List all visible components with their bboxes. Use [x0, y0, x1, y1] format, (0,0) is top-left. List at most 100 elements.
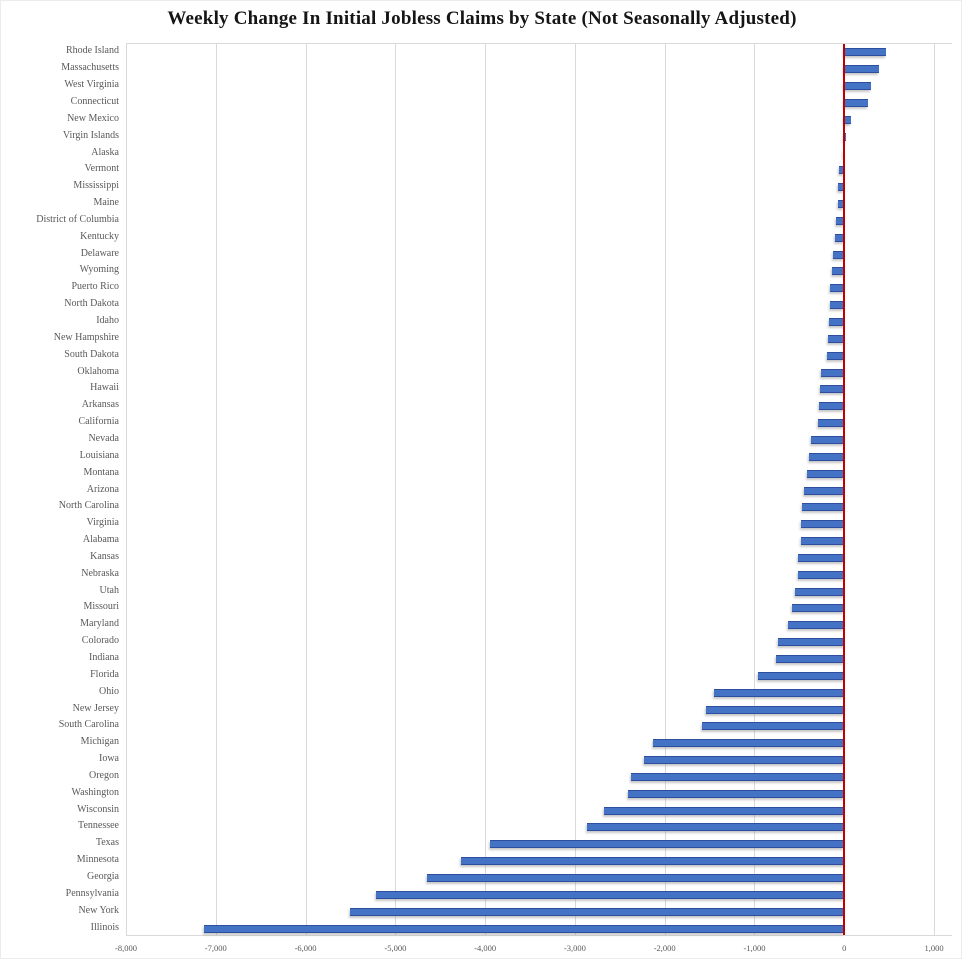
bar: [349, 907, 845, 916]
category-label: New Mexico: [67, 112, 119, 124]
category-label: Rhode Island: [65, 45, 119, 57]
gridline: [664, 44, 666, 935]
plot-area: [126, 43, 952, 936]
bar: [792, 604, 845, 613]
category-label: California: [78, 416, 119, 428]
bar: [844, 82, 871, 91]
category-label: Indiana: [89, 651, 119, 663]
bar: [653, 739, 845, 748]
bar: [798, 553, 845, 562]
bar: [844, 115, 851, 124]
bar: [835, 233, 845, 242]
category-label: Kentucky: [80, 230, 119, 242]
bar: [701, 722, 845, 731]
bar: [631, 772, 845, 781]
category-label: Delaware: [80, 247, 119, 259]
bar: [844, 48, 887, 57]
category-label: Alabama: [82, 534, 119, 546]
category-label: Nebraska: [81, 567, 119, 579]
category-label: West Virginia: [64, 79, 119, 91]
gridline: [126, 44, 127, 935]
bar: [818, 402, 845, 411]
value-tick-label: -1,000: [743, 943, 766, 953]
category-label: Wisconsin: [77, 803, 119, 815]
bar: [836, 216, 845, 225]
category-label: Michigan: [80, 736, 119, 748]
category-label: New Jersey: [72, 702, 119, 714]
bar: [818, 419, 845, 428]
category-label: Virginia: [86, 517, 119, 529]
chart-title: Weekly Change In Initial Jobless Claims …: [167, 8, 797, 29]
category-label: North Dakota: [64, 298, 119, 310]
category-label: Minnesota: [76, 854, 119, 866]
category-label: Hawaii: [90, 382, 119, 394]
category-label: Massachusetts: [61, 62, 119, 74]
bar: [489, 840, 845, 849]
category-label: Louisiana: [79, 449, 119, 461]
category-axis-labels: Rhode Island Massachusetts West Virginia Co…: [1, 43, 119, 936]
bar: [604, 806, 845, 815]
gridline: [754, 44, 756, 935]
category-label: Ohio: [99, 685, 119, 697]
category-label: Iowa: [99, 753, 119, 765]
bar: [807, 469, 845, 478]
bar: [460, 857, 845, 866]
bar: [713, 688, 845, 697]
category-label: Puerto Rico: [71, 281, 120, 293]
bar: [809, 452, 845, 461]
gridline: [305, 44, 307, 935]
value-tick-label: -2,000: [653, 943, 676, 953]
bar: [827, 351, 845, 360]
gridline: [934, 44, 936, 935]
bar: [204, 924, 845, 933]
category-label: Pennsylvania: [65, 887, 119, 899]
bar: [830, 284, 845, 293]
category-label: Tennessee: [78, 820, 119, 832]
value-tick-label: 1,000: [924, 943, 944, 953]
value-tick-label: -7,000: [204, 943, 227, 953]
bar: [803, 486, 845, 495]
gridline: [574, 44, 576, 935]
bar: [832, 250, 845, 259]
category-label: Florida: [90, 668, 119, 680]
bar: [811, 435, 845, 444]
category-label: Mississippi: [73, 180, 119, 192]
category-label: Georgia: [86, 871, 119, 883]
category-label: Arkansas: [81, 399, 119, 411]
category-label: North Carolina: [58, 500, 119, 512]
category-label: Missouri: [83, 601, 119, 613]
category-label: Washington: [71, 786, 119, 798]
category-label: Illinois: [90, 921, 119, 933]
category-label: Arizona: [86, 483, 119, 495]
category-label: Maine: [93, 197, 119, 209]
bar: [800, 537, 845, 546]
bar: [587, 823, 845, 832]
bar: [426, 874, 845, 883]
category-label: Maryland: [80, 618, 119, 630]
bar: [844, 65, 879, 74]
gridline: [215, 44, 217, 935]
bar: [797, 570, 845, 579]
zero-axis-line: [843, 44, 846, 935]
value-tick-label: -6,000: [294, 943, 317, 953]
bar: [706, 705, 845, 714]
category-label: South Carolina: [58, 719, 119, 731]
category-label: Oklahoma: [77, 365, 119, 377]
bar: [776, 654, 845, 663]
value-tick-label: -8,000: [115, 943, 137, 953]
gridline: [395, 44, 397, 935]
bar: [831, 267, 845, 276]
bar: [802, 503, 845, 512]
value-axis: -8,000 -7,000 -6,000 -5,000 -4,000 -3,000 -2,0…: [1, 936, 961, 956]
category-label: New Hampshire: [53, 331, 119, 343]
bar: [830, 301, 845, 310]
bar: [628, 789, 845, 798]
category-label: Wyoming: [79, 264, 119, 276]
bar: [821, 368, 845, 377]
category-label: Oregon: [89, 769, 119, 781]
bar: [801, 520, 845, 529]
gridline: [485, 44, 487, 935]
bar: [787, 621, 845, 630]
value-tick-label: -5,000: [384, 943, 407, 953]
